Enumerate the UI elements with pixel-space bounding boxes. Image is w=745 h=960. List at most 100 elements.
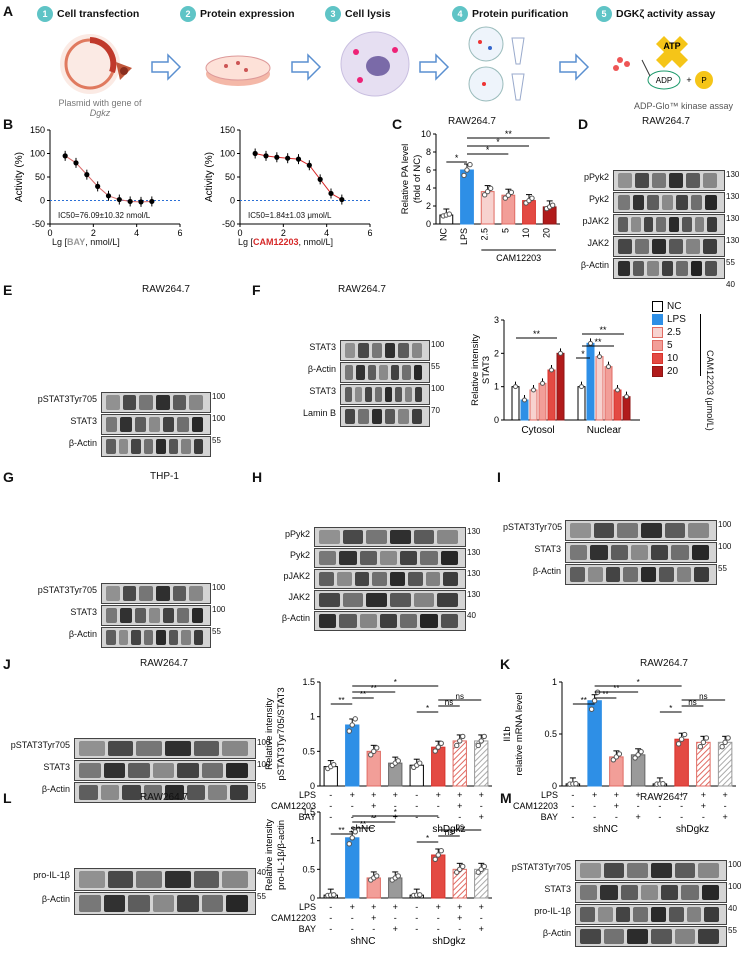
significance-star: * bbox=[486, 145, 490, 155]
blot-band bbox=[575, 882, 727, 903]
legend-swatch bbox=[652, 353, 663, 364]
blot-row-label: STAT3 bbox=[309, 342, 336, 352]
blot-lane bbox=[79, 741, 105, 756]
blot-lane bbox=[425, 572, 441, 586]
y-tick-label: 100 bbox=[30, 149, 45, 159]
blot-lane bbox=[630, 545, 649, 560]
data-point bbox=[73, 160, 79, 166]
bar bbox=[587, 700, 602, 787]
blot-lane bbox=[676, 261, 688, 276]
kinase-assay-icon: ATP ADP P + bbox=[613, 36, 713, 90]
panel-label-i: I bbox=[497, 469, 501, 485]
replicate-point bbox=[460, 733, 466, 740]
blot-lane bbox=[681, 217, 692, 232]
blot-band bbox=[613, 170, 725, 191]
data-point bbox=[62, 153, 68, 159]
blot-lane bbox=[118, 439, 128, 454]
x-tick-label: 10 bbox=[521, 228, 531, 238]
blot-lane bbox=[705, 195, 717, 210]
replicate-point bbox=[446, 211, 453, 217]
y-tick-label: 3 bbox=[494, 315, 499, 325]
blot-lane bbox=[656, 217, 666, 232]
blot-lane bbox=[676, 195, 688, 210]
blot-lane bbox=[580, 929, 601, 944]
blot-row-label: pSTAT3Tyr705 bbox=[10, 740, 70, 750]
replicate-point bbox=[481, 192, 488, 198]
treatment-row-label: CAM12203 bbox=[513, 801, 558, 811]
legend-item: 20 bbox=[652, 365, 686, 378]
x-tick-label: 5 bbox=[500, 228, 510, 233]
treatment-mark: + bbox=[436, 790, 441, 800]
step-label: Cell transfection bbox=[57, 8, 140, 20]
blot-lane bbox=[676, 567, 692, 582]
treatment-mark: - bbox=[329, 902, 332, 912]
step-number: 1 bbox=[37, 6, 53, 22]
blot-lane bbox=[136, 741, 162, 756]
blot-lane bbox=[641, 567, 656, 582]
e-title: RAW264.7 bbox=[142, 284, 190, 295]
x-tick-label: LPS bbox=[459, 228, 469, 245]
y-tick-label: 0.5 bbox=[302, 746, 315, 756]
treatment-row-label: BAY bbox=[299, 924, 316, 934]
kda-marker: 55 bbox=[726, 258, 735, 267]
blot-lane bbox=[643, 217, 654, 232]
blot-lane bbox=[107, 871, 134, 888]
blot-lane bbox=[342, 530, 364, 544]
panel-label-a: A bbox=[3, 3, 14, 19]
blot-lane bbox=[580, 863, 601, 878]
legend-label: 5 bbox=[667, 340, 673, 351]
significance-star: ** bbox=[581, 696, 587, 705]
bar bbox=[674, 738, 689, 787]
kda-marker: 130 bbox=[726, 214, 740, 223]
blot-lane bbox=[395, 387, 402, 402]
blot-lane bbox=[390, 593, 411, 607]
blot-lane bbox=[402, 365, 411, 380]
blot-lane bbox=[106, 586, 120, 601]
treatment-mark: - bbox=[458, 812, 461, 822]
bar bbox=[556, 352, 565, 421]
treatment-row-label: CAM12203 bbox=[271, 913, 316, 923]
blot-lane bbox=[356, 365, 365, 380]
replicate-point bbox=[331, 761, 337, 768]
protein-purification-icon bbox=[468, 26, 525, 102]
blot-lane bbox=[339, 551, 357, 565]
blot-lane bbox=[385, 343, 396, 358]
treatment-mark: - bbox=[437, 924, 440, 934]
treatment-mark: - bbox=[658, 812, 661, 822]
blot-band bbox=[74, 760, 256, 781]
blot-lane bbox=[136, 871, 162, 888]
treatment-mark: + bbox=[479, 924, 484, 934]
kda-marker: 100 bbox=[212, 414, 226, 423]
x-tick-label: 20 bbox=[542, 228, 552, 238]
chart-l: 0 0.5 1 1.5 Relative intensity pro-IL-1β/β-ac… bbox=[264, 807, 492, 947]
legend-swatch bbox=[652, 340, 663, 351]
group-label: CAM12203 bbox=[496, 253, 541, 263]
step-2: 2 Protein expression bbox=[180, 6, 295, 22]
treatment-mark: + bbox=[479, 902, 484, 912]
replicate-point bbox=[346, 841, 352, 847]
treatment-mark: + bbox=[371, 801, 376, 811]
treatment-mark: + bbox=[371, 902, 376, 912]
blot-lane bbox=[688, 523, 709, 538]
blot-lane bbox=[366, 593, 387, 607]
b-left-xlabel: Lg [BAY, nmol/L] bbox=[52, 237, 120, 247]
blot-lane bbox=[189, 395, 203, 410]
legend-swatch bbox=[652, 301, 663, 312]
panel-label-j: J bbox=[3, 656, 11, 672]
blot-lane bbox=[661, 195, 674, 210]
treatment-mark: - bbox=[351, 801, 354, 811]
blot-row-label: JAK2 bbox=[288, 592, 310, 602]
step-3: 3 Cell lysis bbox=[325, 6, 391, 22]
replicate-point bbox=[478, 738, 484, 744]
kda-marker: 100 bbox=[718, 520, 732, 529]
x-tick-label: 6 bbox=[177, 228, 182, 238]
treatment-mark: - bbox=[372, 924, 375, 934]
y-axis-label: STAT3 bbox=[481, 356, 492, 384]
blot-lane bbox=[704, 907, 719, 922]
blot-lane bbox=[229, 785, 248, 800]
plasmid-caption-line1: Plasmid with gene of bbox=[58, 98, 142, 108]
blot-lane bbox=[163, 608, 175, 623]
blot-lane bbox=[411, 343, 422, 358]
treatment-mark: - bbox=[394, 913, 397, 923]
significance-star: ns bbox=[445, 828, 453, 837]
